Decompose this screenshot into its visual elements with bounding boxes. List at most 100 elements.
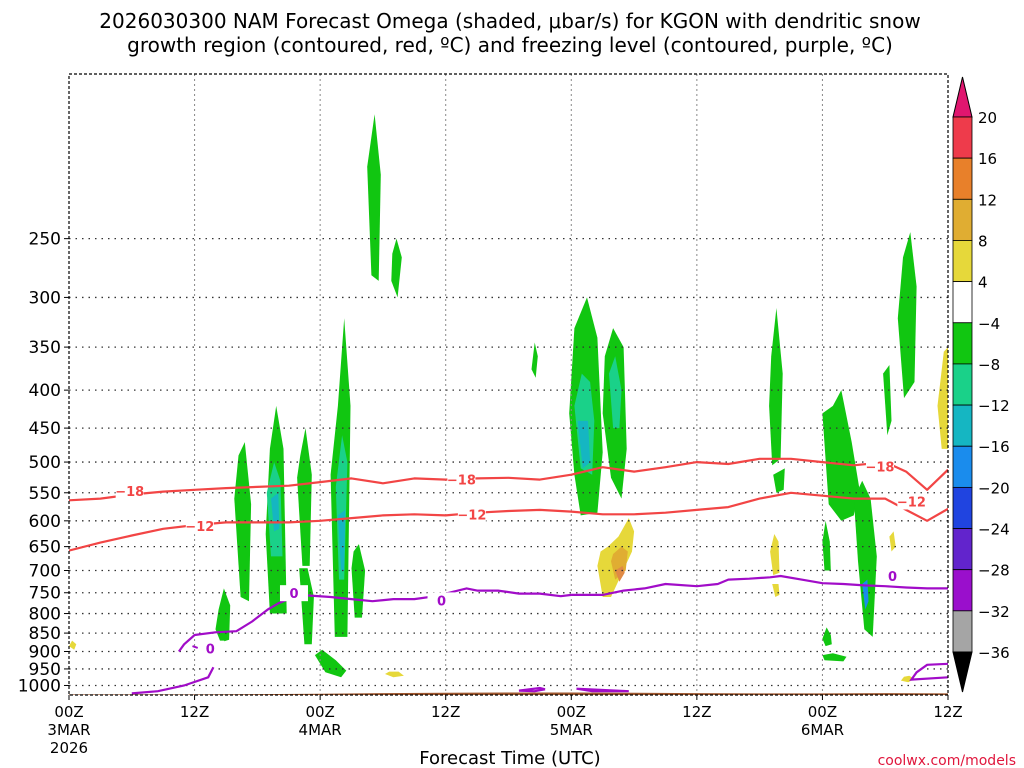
y-tick-label: 900: [29, 643, 61, 663]
x-tick-date: 3MAR: [47, 721, 90, 739]
colorbar-label: −16: [978, 438, 1010, 456]
omega-region-green: [773, 468, 785, 493]
colorbar-band: [952, 528, 973, 571]
colorbar-label: −12: [978, 397, 1010, 415]
colorbar-label: −32: [978, 603, 1010, 621]
x-tick-date: 4MAR: [299, 721, 342, 739]
contour-label-bg: [196, 640, 225, 657]
colorbar-label: 8: [978, 232, 988, 250]
contour-line--12C: [69, 491, 948, 552]
omega-region-green: [822, 627, 832, 647]
contour-label-bg: [185, 518, 214, 535]
colorbar-label: 16: [978, 150, 997, 168]
omega-region-green: [769, 308, 783, 466]
y-tick-label: 500: [29, 453, 61, 473]
contour-label--18C: −18: [115, 485, 144, 500]
contour-label-0C: 0: [289, 587, 298, 602]
colorbar: 20 16 12 8 4 −4 −8 −12 −16 −20 −24 −28 −32 −36: [952, 76, 1010, 693]
x-tick-date: 6MAR: [801, 721, 844, 739]
omega-region-teal: [609, 356, 622, 429]
colorbar-band: [952, 363, 973, 406]
freezing-segment: [576, 687, 629, 693]
omega-region-green: [897, 232, 917, 399]
omega-region-green: [822, 653, 847, 662]
x-tick-date: 5MAR: [550, 721, 593, 739]
colorbar-label: −20: [978, 479, 1010, 497]
contour-label-0C: 0: [206, 643, 215, 658]
colorbar-band: [952, 569, 973, 612]
y-tick-label: 850: [29, 624, 61, 644]
x-tick-label: 00Z: [557, 703, 586, 721]
colorbar-label: −28: [978, 562, 1010, 580]
y-tick-label: 600: [29, 512, 61, 532]
x-tick-label: 12Z: [431, 703, 460, 721]
omega-region-cyan: [577, 420, 591, 469]
plot-frame: [68, 73, 949, 696]
y-tick-label: 800: [29, 605, 61, 625]
x-tick-label: 12Z: [682, 703, 711, 721]
omega-shading-layer: [69, 114, 948, 683]
omega-region-green: [215, 588, 231, 643]
contours-layer: −18 −18 −18 −12 −12 −12 0 0 0 0: [69, 457, 948, 695]
x-tick-label: 12Z: [933, 703, 962, 721]
colorbar-band: [952, 240, 973, 283]
contour-label-0C: 0: [888, 570, 897, 585]
omega-region-green: [853, 480, 877, 637]
omega-region-green: [351, 544, 366, 618]
omega-region-green: [822, 520, 831, 571]
omega-region-green: [314, 649, 347, 678]
colorbar-band: [952, 610, 973, 653]
freezing-segment: [518, 686, 546, 693]
x-tick-year: 2026: [50, 739, 88, 757]
contour-label--12C: −12: [457, 508, 486, 523]
omega-region-green: [299, 568, 314, 645]
x-tick-label: 12Z: [180, 703, 209, 721]
y-tick-label: 450: [29, 419, 61, 439]
colorbar-band: [952, 322, 973, 365]
grid-lines: [69, 74, 948, 695]
omega-region-yellow: [69, 640, 77, 650]
colorbar-label: 20: [978, 109, 997, 127]
contour-label-bg: [427, 592, 456, 609]
y-tick-label: 750: [29, 584, 61, 604]
y-tick-label: 400: [29, 381, 61, 401]
freezing-segment: [131, 666, 215, 695]
omega-region-yellow: [385, 671, 404, 678]
contour-label--18C: −18: [447, 474, 476, 489]
y-tick-label: 700: [29, 562, 61, 582]
omega-region-green: [297, 428, 312, 566]
contour-label-bg: [897, 493, 926, 510]
colorbar-top-arrow: [952, 76, 973, 118]
freezing-tick: [192, 645, 199, 649]
y-tick-label: 650: [29, 538, 61, 558]
contour-label-bg: [878, 567, 907, 584]
colorbar-band: [952, 445, 973, 488]
contour-label-bg: [115, 483, 144, 500]
colorbar-band: [952, 281, 973, 324]
y-tick-label: 300: [29, 288, 61, 308]
y-tick-label: 950: [29, 660, 61, 680]
contour-label--12C: −12: [897, 495, 926, 510]
omega-region-green: [391, 238, 402, 298]
contour-label-bg: [279, 585, 308, 602]
omega-region-green: [883, 365, 892, 436]
contour-line--18C: [69, 457, 948, 502]
x-tick-label: 00Z: [808, 703, 837, 721]
colorbar-band: [952, 198, 973, 241]
colorbar-label: −4: [978, 315, 1000, 333]
colorbar-band: [952, 486, 973, 529]
omega-region-yellow: [772, 584, 780, 597]
omega-region-green: [822, 390, 860, 521]
contour-label-bg: [447, 471, 476, 488]
omega-region-yellow: [889, 531, 896, 552]
colorbar-band: [952, 116, 973, 159]
omega-region-cyan: [337, 509, 346, 571]
x-tick-label: 00Z: [305, 703, 334, 721]
omega-region-green: [531, 342, 538, 378]
colorbar-band: [952, 404, 973, 447]
omega-region-yellow: [937, 347, 948, 449]
omega-region-yellow: [770, 534, 780, 576]
y-tick-label: 550: [29, 484, 61, 504]
colorbar-label: −36: [978, 644, 1010, 662]
y-axis: 2503003504004505005506006507007508008509…: [18, 230, 69, 696]
